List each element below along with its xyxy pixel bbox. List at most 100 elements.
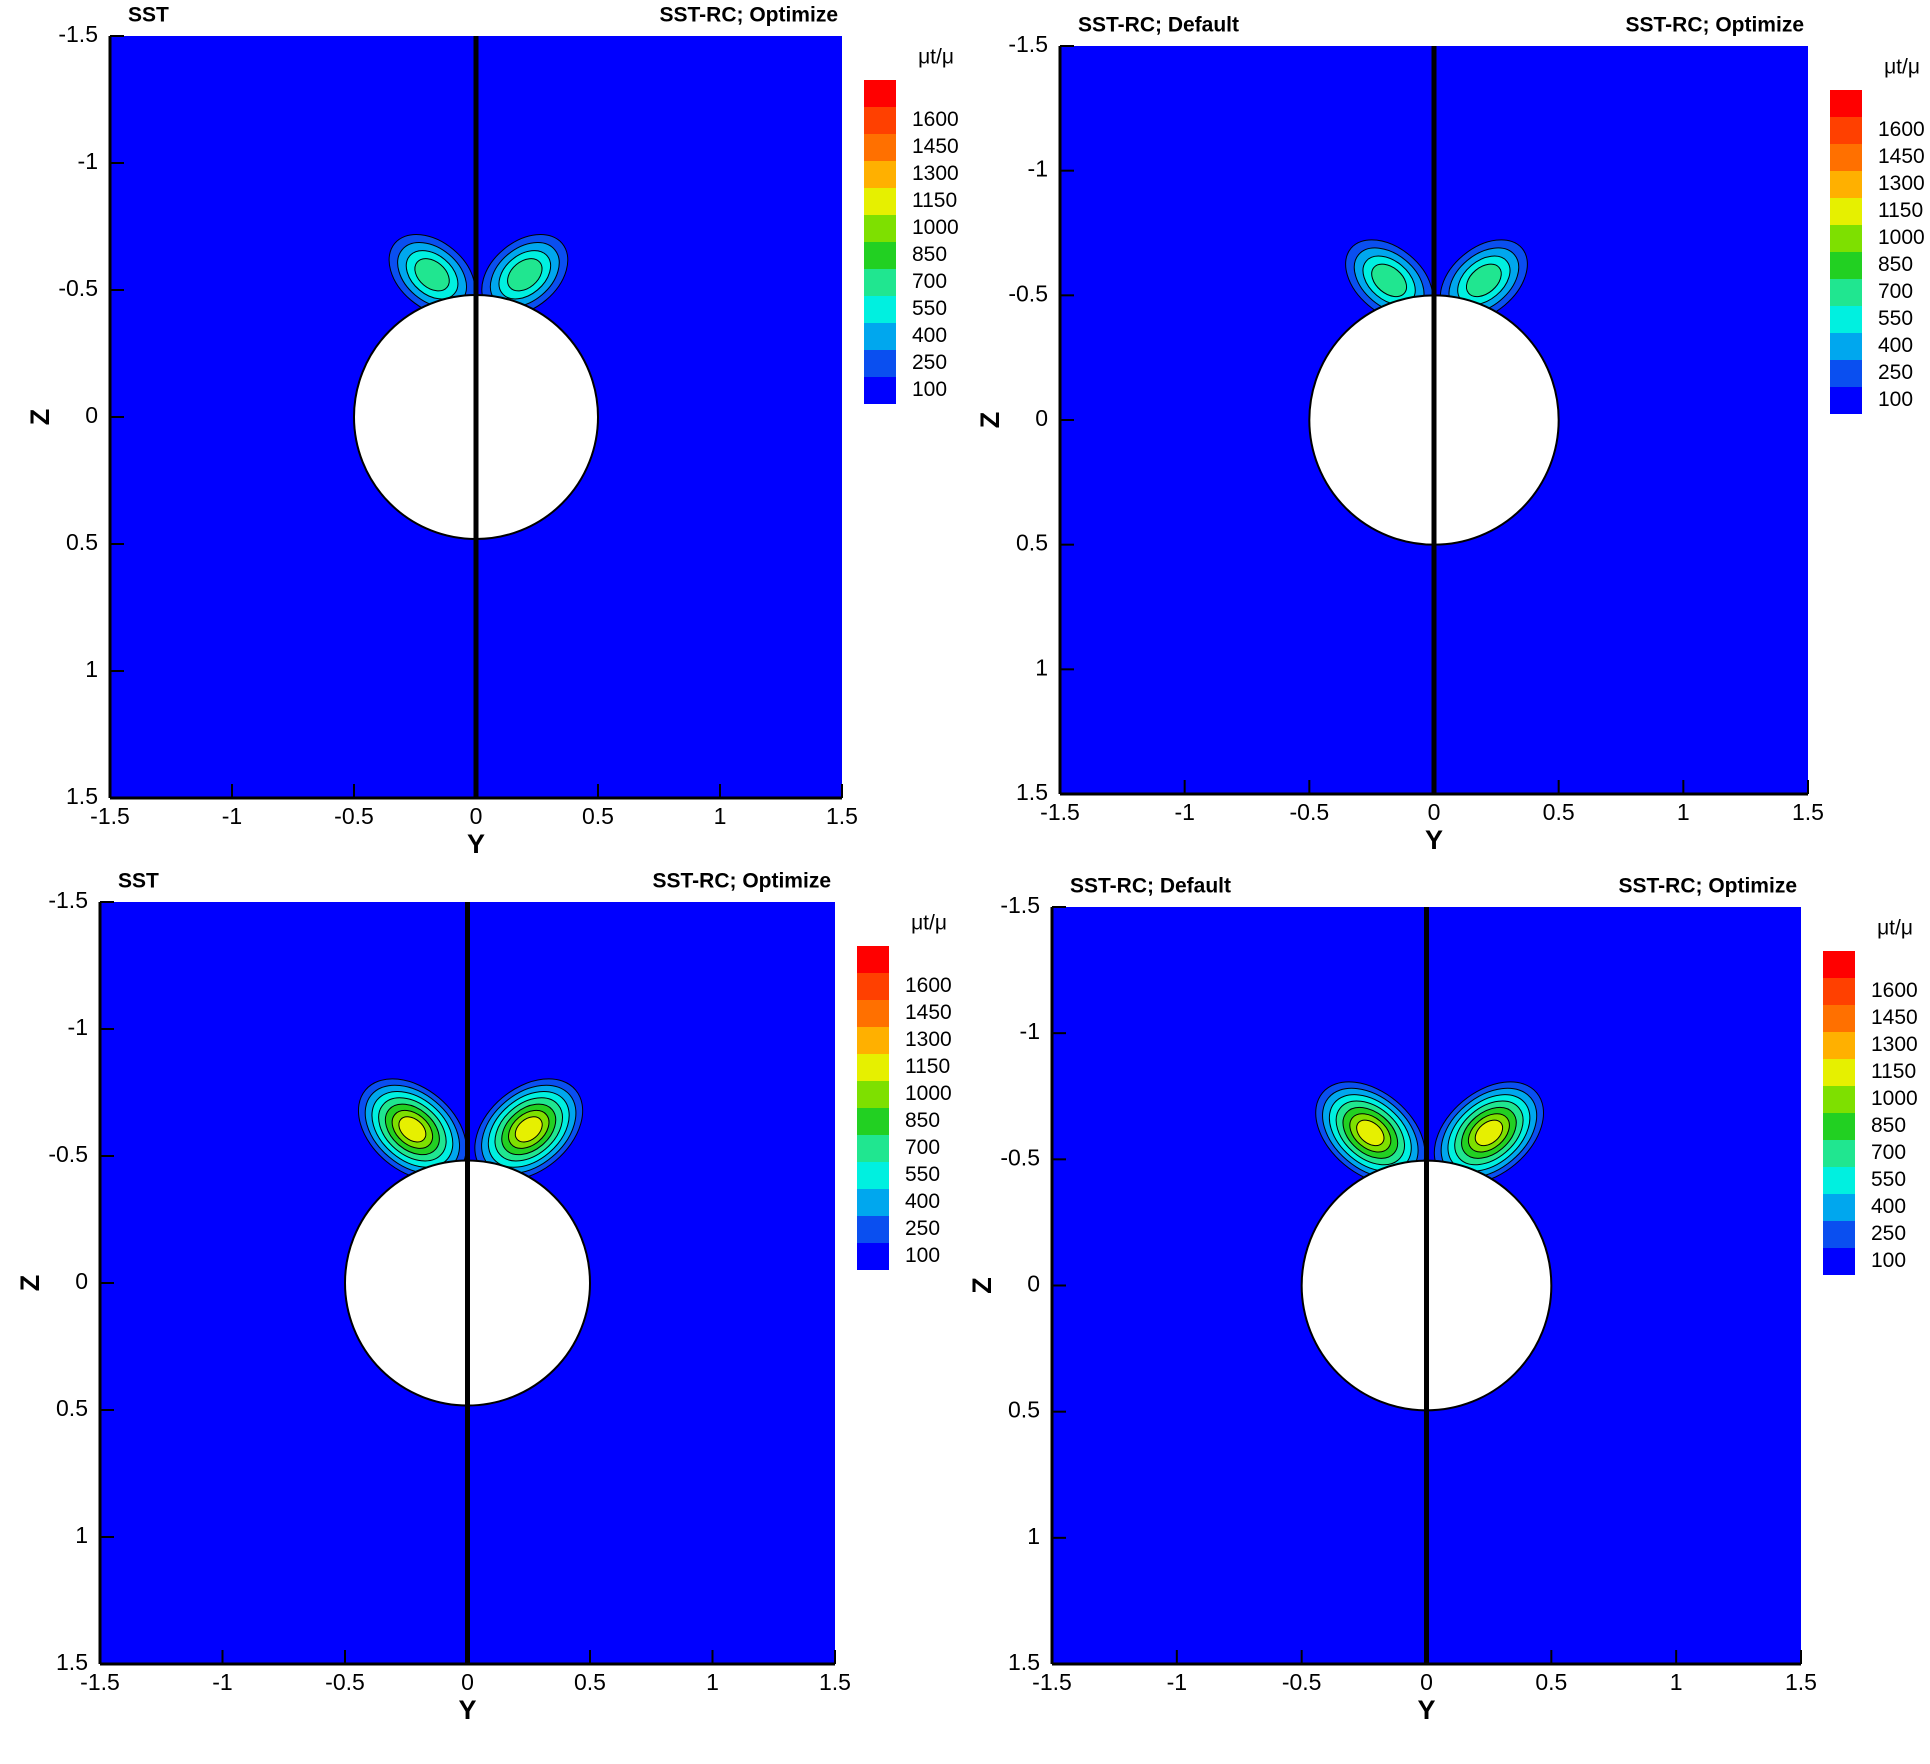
colorbar-label: 1150 xyxy=(1878,199,1923,222)
colorbar-box xyxy=(1823,1086,1855,1113)
colorbar-label: 250 xyxy=(912,351,947,374)
x-tick-label: -1 xyxy=(222,803,242,829)
colorbar-label: 1150 xyxy=(1871,1060,1916,1083)
panel-label-left: SST-RC; Default xyxy=(1078,14,1239,37)
x-tick-label: 1 xyxy=(1670,1669,1683,1695)
colorbar-box xyxy=(1830,225,1862,252)
y-tick-label: -1.5 xyxy=(1008,31,1048,57)
x-axis-label: Y xyxy=(458,1695,476,1725)
colorbar-box xyxy=(1830,117,1862,144)
y-tick-label: -1 xyxy=(68,1014,88,1040)
x-axis-label: Y xyxy=(467,829,485,859)
y-tick-label: 0.5 xyxy=(56,1395,88,1421)
y-tick-label: 1 xyxy=(1035,654,1048,680)
contour-band xyxy=(1474,1119,1504,1147)
y-tick-label: 0.5 xyxy=(1008,1397,1040,1423)
colorbar-box xyxy=(1830,171,1862,198)
colorbar-box xyxy=(1830,387,1862,414)
y-tick-label: 0 xyxy=(1027,1271,1040,1297)
y-tick-label: 0 xyxy=(1035,405,1048,431)
contour-band xyxy=(398,1116,427,1143)
colorbar-box xyxy=(1823,978,1855,1005)
panel-label-right: SST-RC; Optimize xyxy=(652,870,831,893)
panel-label-left: SST xyxy=(118,870,159,893)
x-tick-label: -1.5 xyxy=(80,1669,120,1695)
y-axis-label: Z xyxy=(15,1275,45,1292)
x-tick-label: -1.5 xyxy=(1032,1669,1072,1695)
x-tick-label: -1 xyxy=(212,1669,232,1695)
x-tick-label: -1.5 xyxy=(1040,799,1080,825)
colorbar-box xyxy=(1830,279,1862,306)
colorbar-label: 100 xyxy=(905,1244,940,1267)
colorbar-title: μt/μ xyxy=(918,46,954,69)
colorbar-box xyxy=(864,188,896,215)
colorbar-label: 400 xyxy=(912,324,947,347)
colorbar-label: 1450 xyxy=(905,1001,952,1024)
contour-band xyxy=(414,258,450,292)
colorbar-box xyxy=(864,161,896,188)
colorbar-box xyxy=(1830,90,1862,117)
colorbar-label: 1300 xyxy=(905,1028,952,1051)
colorbar-title: μt/μ xyxy=(1884,56,1920,79)
x-tick-label: 0.5 xyxy=(1535,1669,1567,1695)
colorbar-box xyxy=(864,377,896,404)
colorbar-label: 550 xyxy=(905,1163,940,1186)
colorbar-label: 700 xyxy=(905,1136,940,1159)
contour-band xyxy=(514,1116,543,1143)
colorbar-box xyxy=(864,107,896,134)
colorbar-label: 250 xyxy=(905,1217,940,1240)
colorbar-label: 1600 xyxy=(905,974,952,997)
colorbar-label: 1450 xyxy=(1871,1006,1918,1029)
y-tick-label: -1.5 xyxy=(1000,892,1040,918)
colorbar-label: 550 xyxy=(912,297,947,320)
colorbar-label: 100 xyxy=(1871,1249,1906,1272)
colorbar-label: 1150 xyxy=(905,1055,950,1078)
colorbar-box xyxy=(1823,1248,1855,1275)
colorbar-label: 1450 xyxy=(912,135,959,158)
x-tick-label: -1.5 xyxy=(90,803,130,829)
x-tick-label: -1 xyxy=(1174,799,1194,825)
colorbar-label: 850 xyxy=(905,1109,940,1132)
y-tick-label: 1 xyxy=(1027,1523,1040,1549)
colorbar-label: 1600 xyxy=(912,108,959,131)
colorbar-label: 700 xyxy=(912,270,947,293)
y-axis-label: Z xyxy=(25,409,55,426)
y-tick-label: 1.5 xyxy=(66,783,98,809)
colorbar-box xyxy=(1823,1032,1855,1059)
x-tick-label: 0 xyxy=(1428,799,1441,825)
panel-label-right: SST-RC; Optimize xyxy=(1625,14,1804,37)
y-tick-label: -0.5 xyxy=(1008,280,1048,306)
x-axis-label: Y xyxy=(1425,825,1443,855)
colorbar-label: 1000 xyxy=(1871,1087,1918,1110)
x-tick-label: 1 xyxy=(1677,799,1690,825)
colorbar-label: 1300 xyxy=(912,162,959,185)
colorbar-box xyxy=(864,215,896,242)
colorbar-label: 850 xyxy=(1878,253,1913,276)
colorbar-box xyxy=(857,1135,889,1162)
colorbar-box xyxy=(1823,1113,1855,1140)
colorbar-label: 1600 xyxy=(1878,118,1925,141)
colorbar-box xyxy=(1830,144,1862,171)
contour-band xyxy=(1465,263,1502,298)
y-axis-label: Z xyxy=(975,412,1005,429)
colorbar-label: 1150 xyxy=(912,189,957,212)
colorbar-label: 850 xyxy=(1871,1114,1906,1137)
y-tick-label: 1 xyxy=(85,656,98,682)
x-tick-label: 0 xyxy=(461,1669,474,1695)
y-tick-label: -1.5 xyxy=(58,21,98,47)
x-tick-label: 1 xyxy=(714,803,727,829)
x-tick-label: 0 xyxy=(1420,1669,1433,1695)
colorbar-box xyxy=(864,269,896,296)
y-tick-label: -1.5 xyxy=(48,887,88,913)
x-tick-label: -0.5 xyxy=(334,803,374,829)
x-tick-label: -0.5 xyxy=(325,1669,365,1695)
colorbar-box xyxy=(864,80,896,107)
x-tick-label: 1.5 xyxy=(819,1669,851,1695)
y-tick-label: 1.5 xyxy=(1016,779,1048,805)
colorbar-box xyxy=(1830,306,1862,333)
colorbar-label: 700 xyxy=(1871,1141,1906,1164)
colorbar-box xyxy=(864,350,896,377)
colorbar-box xyxy=(857,1216,889,1243)
y-tick-label: -1 xyxy=(1020,1018,1040,1044)
